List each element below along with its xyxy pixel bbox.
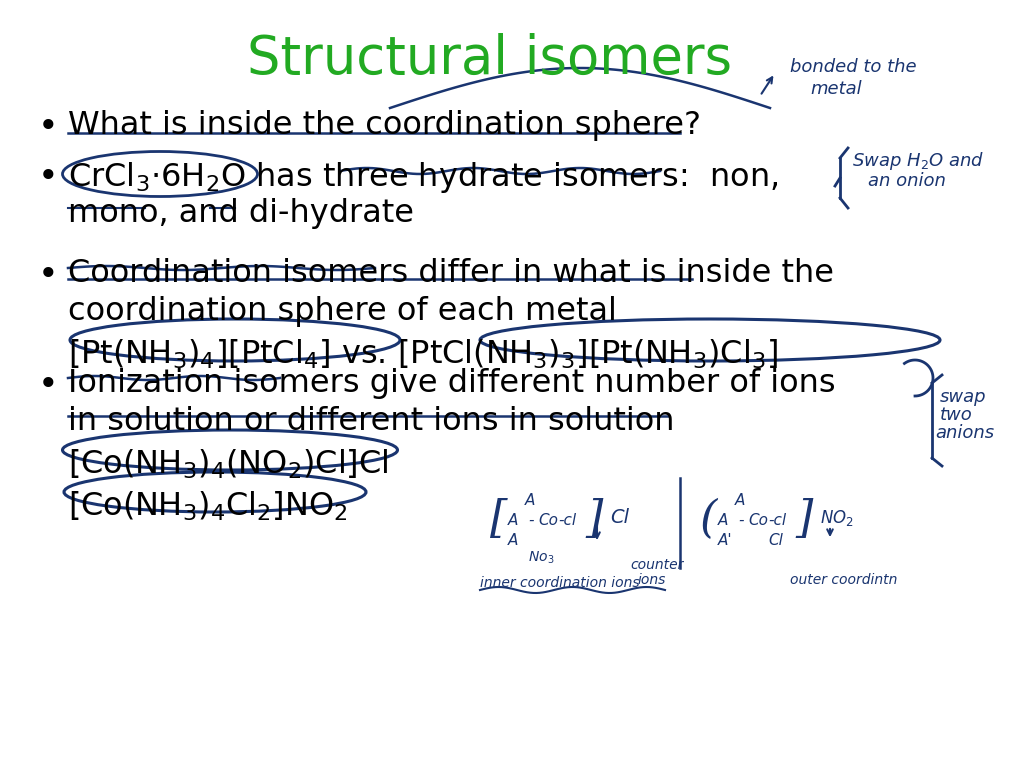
Text: Coordination isomers differ in what is inside the: Coordination isomers differ in what is i… <box>68 258 834 289</box>
Text: A: A <box>508 513 518 528</box>
Text: [Co(NH$_3$)$_4$(NO$_2$)Cl]Cl: [Co(NH$_3$)$_4$(NO$_2$)Cl]Cl <box>68 448 389 482</box>
Text: •: • <box>38 110 58 144</box>
Text: in solution or different ions in solution: in solution or different ions in solutio… <box>68 406 675 437</box>
Text: -cl: -cl <box>558 513 577 528</box>
Text: A: A <box>525 493 536 508</box>
Text: metal: metal <box>810 80 861 98</box>
Text: What is inside the coordination sphere?: What is inside the coordination sphere? <box>68 110 701 141</box>
Text: NO$_2$: NO$_2$ <box>820 508 854 528</box>
Text: Swap H$_2$O and: Swap H$_2$O and <box>852 150 984 172</box>
Text: two: two <box>940 406 973 424</box>
Text: outer coordintn: outer coordintn <box>790 573 897 587</box>
Text: inner coordination ions: inner coordination ions <box>480 576 640 590</box>
Text: •: • <box>38 160 58 194</box>
Text: A: A <box>508 533 518 548</box>
Text: A: A <box>718 513 728 528</box>
Text: anions: anions <box>935 424 994 442</box>
Text: an onion: an onion <box>868 172 946 190</box>
Text: -cl: -cl <box>768 513 786 528</box>
Text: -: - <box>528 513 534 528</box>
Text: bonded to the: bonded to the <box>790 58 916 76</box>
Text: [Pt(NH$_3$)$_4$][PtCl$_4$] vs. [PtCl(NH$_3$)$_3$][Pt(NH$_3$)Cl$_3$]: [Pt(NH$_3$)$_4$][PtCl$_4$] vs. [PtCl(NH$… <box>68 338 778 372</box>
Text: ions: ions <box>638 573 667 587</box>
Text: Cl: Cl <box>768 533 783 548</box>
Text: (: ( <box>700 498 718 541</box>
Text: Structural isomers: Structural isomers <box>248 33 732 85</box>
Text: A': A' <box>718 533 732 548</box>
Text: •: • <box>38 368 58 402</box>
Text: ]: ] <box>585 498 602 541</box>
Text: counter: counter <box>630 558 683 572</box>
Text: ]: ] <box>795 498 812 541</box>
Text: A: A <box>735 493 745 508</box>
Text: •: • <box>38 258 58 292</box>
Text: No$_3$: No$_3$ <box>528 550 554 567</box>
Text: CrCl$_3$$\cdot$6H$_2$O has three hydrate isomers:  non,: CrCl$_3$$\cdot$6H$_2$O has three hydrate… <box>68 160 778 195</box>
Text: mono, and di-hydrate: mono, and di-hydrate <box>68 198 414 229</box>
Text: Cl: Cl <box>610 508 629 527</box>
Text: coordination sphere of each metal: coordination sphere of each metal <box>68 296 616 327</box>
Text: Co: Co <box>538 513 558 528</box>
Text: swap: swap <box>940 388 986 406</box>
Text: Co: Co <box>748 513 768 528</box>
Text: [Co(NH$_3$)$_4$Cl$_2$]NO$_2$: [Co(NH$_3$)$_4$Cl$_2$]NO$_2$ <box>68 490 348 524</box>
Text: [: [ <box>490 498 507 541</box>
Text: Ionization isomers give different number of ions: Ionization isomers give different number… <box>68 368 836 399</box>
Text: -: - <box>738 513 743 528</box>
